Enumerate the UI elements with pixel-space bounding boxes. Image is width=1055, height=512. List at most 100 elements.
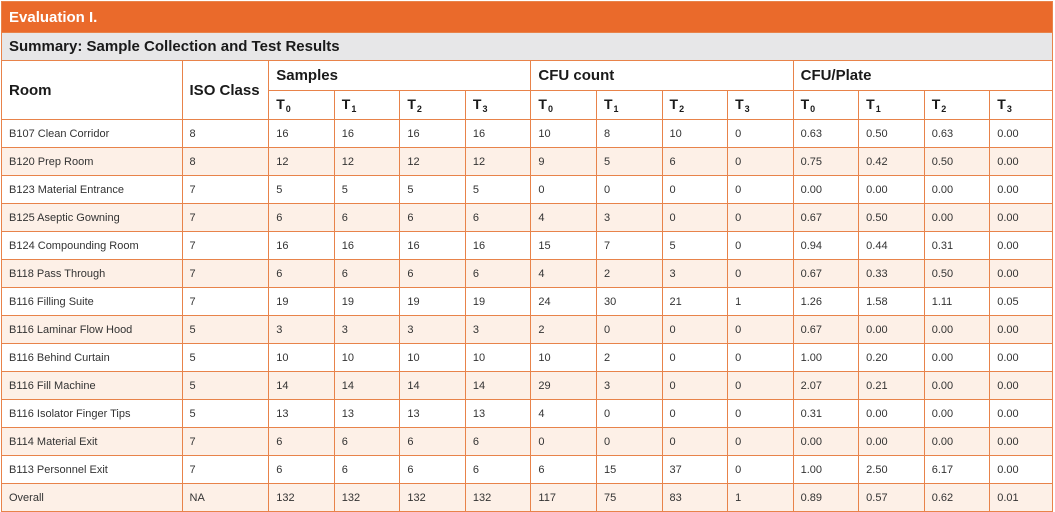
cfu-count-cell: 6 [661,147,729,176]
samples-cell: 6 [268,455,335,484]
room-cell: B118 Pass Through [1,259,183,288]
cfu-count-cell: 15 [530,231,597,260]
samples-cell: 6 [464,259,532,288]
samples-cell: 12 [464,147,532,176]
cfu-plate-cell: 0.67 [792,203,860,232]
table-row: B123 Material Entrance 7 5 5 5 5 0 0 0 0 0.00 0.00 0… [1,175,1053,204]
table-title: Evaluation I. [1,1,1053,33]
cfu-count-cell: 0 [661,427,729,456]
iso-class-cell: NA [181,483,270,512]
cfu-count-cell: 0 [727,315,794,344]
samples-cell: 6 [399,259,466,288]
room-cell: B124 Compounding Room [1,231,183,260]
cfu-plate-cell: 0.00 [923,315,991,344]
samples-t1-header: T1 [333,90,401,120]
samples-cell: 13 [464,399,532,428]
samples-cell: 10 [268,343,335,372]
room-cell: B116 Filling Suite [1,287,183,316]
samples-cell: 3 [268,315,335,344]
cfu-plate-cell: 0.50 [923,259,991,288]
samples-cell: 19 [268,287,335,316]
cfu-plate-header: CFU/Plate [792,60,1054,91]
table-row: B113 Personnel Exit 7 6 6 6 6 6 15 37 0 1.00 2.50 6.… [1,455,1053,484]
cfu-plate-cell: 0.00 [858,175,925,204]
iso-class-header: ISO Class [181,60,270,120]
cfu-plate-cell: 0.57 [858,483,925,512]
cfu-plate-cell: 0.00 [923,343,991,372]
room-cell: B116 Laminar Flow Hood [1,315,183,344]
cfu-count-cell: 10 [530,343,597,372]
room-cell: Overall [1,483,183,512]
cfu-plate-cell: 0.94 [792,231,860,260]
samples-cell: 6 [268,427,335,456]
cfu-plate-cell: 0.00 [989,119,1053,148]
cfu-plate-cell: 0.00 [989,427,1053,456]
table-subtitle: Summary: Sample Collection and Test Resu… [1,32,1053,61]
cfu-plate-cell: 0.00 [989,455,1053,484]
iso-class-cell: 5 [181,399,270,428]
samples-cell: 19 [464,287,532,316]
cfu-count-cell: 7 [595,231,663,260]
samples-cell: 6 [333,455,401,484]
cfu-plate-cell: 0.67 [792,315,860,344]
cfu-plate-cell: 0.00 [989,371,1053,400]
samples-cell: 13 [399,399,466,428]
cfu-plate-cell: 0.50 [858,203,925,232]
cfu-plate-cell: 0.33 [858,259,925,288]
cfu-count-cell: 0 [727,231,794,260]
cfu-plate-cell: 0.00 [858,399,925,428]
samples-cell: 16 [464,231,532,260]
samples-cell: 6 [464,427,532,456]
samples-cell: 16 [268,119,335,148]
samples-cell: 5 [464,175,532,204]
samples-cell: 132 [399,483,466,512]
cfu-plate-t0-header: T0 [792,90,860,120]
room-cell: B113 Personnel Exit [1,455,183,484]
samples-cell: 10 [399,343,466,372]
cfu-plate-cell: 0.42 [858,147,925,176]
cfu-plate-t2-header: T2 [923,90,991,120]
cfu-plate-cell: 0.00 [923,427,991,456]
table-row: B114 Material Exit 7 6 6 6 6 0 0 0 0 0.00 0.00 0.00 0… [1,427,1053,456]
cfu-count-cell: 0 [661,315,729,344]
room-cell: B120 Prep Room [1,147,183,176]
table-row: B116 Laminar Flow Hood 5 3 3 3 3 2 0 0 0 0.67 0.00 0… [1,315,1053,344]
samples-cell: 6 [333,427,401,456]
iso-class-cell: 8 [181,147,270,176]
cfu-plate-cell: 1.00 [792,343,860,372]
cfu-plate-t3-header: T3 [989,90,1053,120]
samples-cell: 5 [333,175,401,204]
cfu-count-cell: 0 [727,427,794,456]
cfu-plate-cell: 0.00 [792,175,860,204]
samples-cell: 16 [333,119,401,148]
cfu-count-cell: 2 [530,315,597,344]
cfu-plate-cell: 0.31 [923,231,991,260]
cfu-plate-cell: 1.26 [792,287,860,316]
samples-cell: 16 [464,119,532,148]
cfu-plate-cell: 0.01 [989,483,1053,512]
cfu-count-cell: 4 [530,399,597,428]
cfu-count-cell: 24 [530,287,597,316]
cfu-t2-header: T2 [661,90,729,120]
cfu-plate-cell: 0.00 [858,315,925,344]
cfu-plate-cell: 0.05 [989,287,1053,316]
cfu-count-cell: 0 [661,203,729,232]
cfu-count-cell: 0 [727,147,794,176]
cfu-plate-cell: 0.00 [923,399,991,428]
cfu-plate-cell: 0.00 [923,175,991,204]
cfu-plate-cell: 0.00 [989,399,1053,428]
cfu-plate-cell: 0.67 [792,259,860,288]
room-header: Room [1,60,183,120]
cfu-count-cell: 4 [530,203,597,232]
cfu-count-cell: 0 [661,343,729,372]
samples-cell: 132 [464,483,532,512]
samples-cell: 12 [399,147,466,176]
cfu-t0-header: T0 [530,90,597,120]
samples-cell: 3 [333,315,401,344]
cfu-plate-cell: 6.17 [923,455,991,484]
cfu-plate-cell: 0.00 [989,175,1053,204]
cfu-plate-cell: 0.63 [923,119,991,148]
cfu-count-cell: 0 [595,399,663,428]
cfu-count-cell: 117 [530,483,597,512]
samples-cell: 14 [268,371,335,400]
